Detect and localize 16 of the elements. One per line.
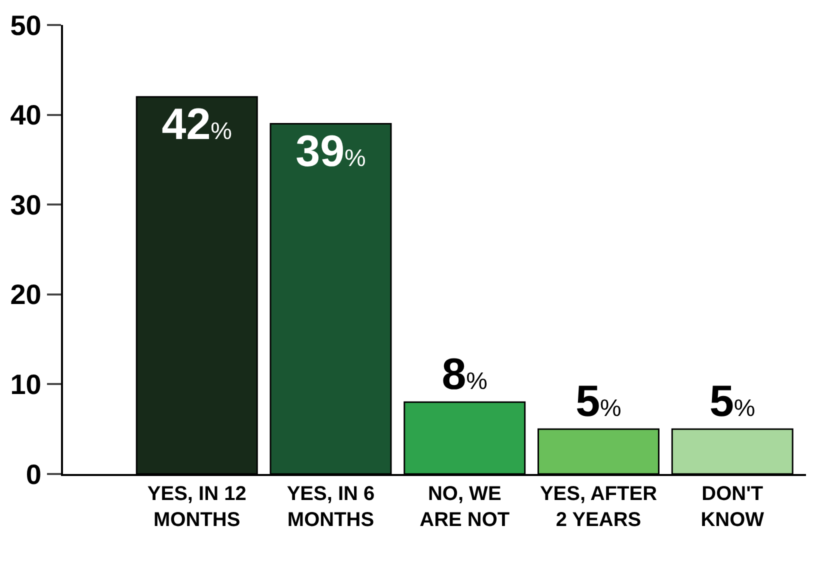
y-tick-label: 0 <box>26 458 42 490</box>
y-tick-label: 50 <box>10 10 42 41</box>
x-tick-label: NO, WE ARE NOT <box>420 483 510 531</box>
x-tick-label: DON'T KNOW <box>700 483 764 531</box>
y-tick-label: 20 <box>10 279 42 310</box>
data-label: 5% <box>576 377 622 426</box>
data-label: 8% <box>442 350 488 400</box>
data-label: 39% <box>296 126 366 176</box>
x-tick-label: YES, AFTER 2 YEARS <box>540 483 658 531</box>
x-tick-label: YES, IN 12 MONTHS <box>147 483 246 531</box>
x-tick-label: YES, IN 6 MONTHS <box>286 483 375 531</box>
y-tick-label: 10 <box>10 369 42 400</box>
data-label: 42% <box>162 100 232 149</box>
data-label: 5% <box>709 377 756 426</box>
y-tick-label: 30 <box>10 189 42 220</box>
y-tick-label: 40 <box>10 100 42 131</box>
